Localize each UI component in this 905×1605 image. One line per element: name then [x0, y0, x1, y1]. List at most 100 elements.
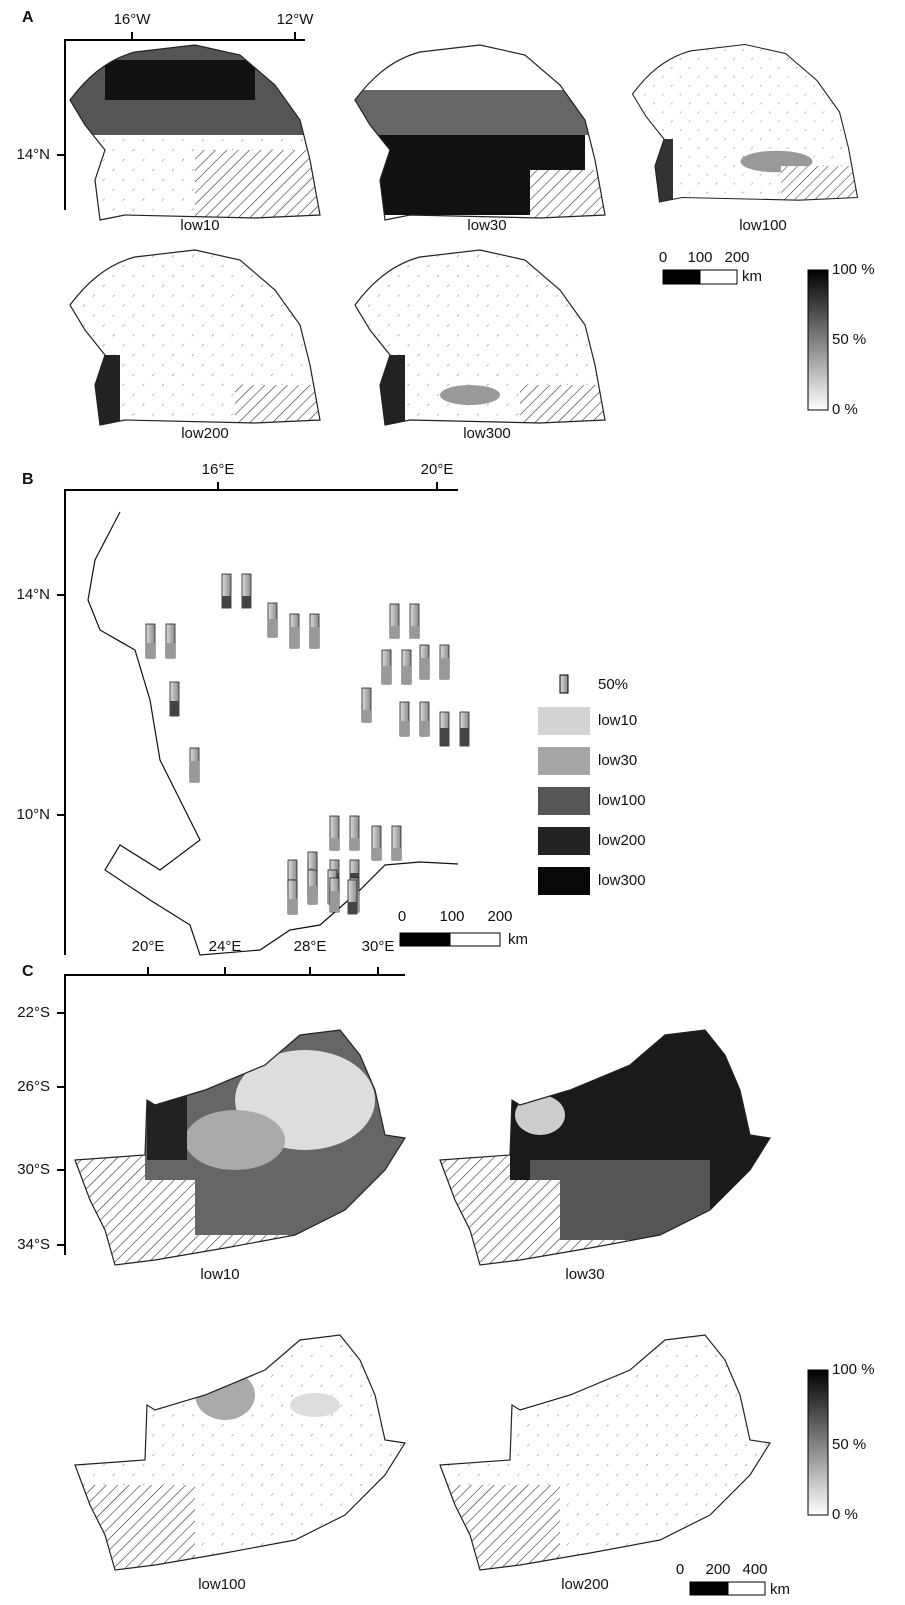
site-glyphs — [145, 573, 470, 915]
site-bar-fill — [170, 701, 179, 716]
site-bar-fill — [222, 596, 231, 608]
scale-label: 200 — [487, 908, 512, 925]
site-bar-fill — [190, 761, 199, 782]
coastline — [87, 511, 459, 956]
site-bar-fill — [392, 848, 401, 860]
site-bar-fill — [348, 902, 357, 914]
map — [354, 249, 606, 426]
colorbar-label: 100 % — [832, 1361, 875, 1378]
x-tick-label: 16°E — [202, 461, 235, 478]
map — [69, 249, 321, 426]
y-tick-label: 26°S — [17, 1078, 50, 1095]
scale-label: 0 — [659, 249, 667, 266]
scale-bar — [699, 269, 738, 285]
site-bar-fill — [362, 710, 371, 722]
scale-bar — [449, 932, 501, 947]
site-bar-fill — [290, 627, 299, 648]
map-label: low100 — [198, 1576, 246, 1593]
legend-label: low100 — [598, 792, 646, 809]
site-bar-fill — [460, 728, 469, 746]
y-tick-label: 22°S — [17, 1004, 50, 1021]
axis — [57, 482, 458, 955]
site-bar-fill — [350, 838, 359, 850]
site-bar-fill — [410, 626, 419, 638]
colorbar — [807, 1369, 829, 1516]
site-bar-fill — [390, 626, 399, 638]
map-label: low30 — [565, 1266, 604, 1283]
colorbar-label: 100 % — [832, 261, 875, 278]
axis — [57, 32, 305, 210]
legend-label: low300 — [598, 872, 646, 889]
legend-swatch — [538, 787, 590, 815]
scale-bar — [399, 932, 451, 947]
map-label: low300 — [463, 425, 511, 442]
y-tick-label: 34°S — [17, 1236, 50, 1253]
scale-bar — [662, 269, 701, 285]
map-label: low200 — [561, 1576, 609, 1593]
site-bar-fill — [242, 596, 251, 608]
panel-label: B — [22, 471, 34, 488]
scale-unit: km — [742, 268, 762, 285]
scale-label: 0 — [676, 1561, 684, 1578]
y-tick-label: 14°N — [16, 146, 50, 163]
x-tick-label: 16°W — [114, 11, 152, 28]
scale-label: 400 — [742, 1561, 767, 1578]
y-tick-label: 10°N — [16, 806, 50, 823]
map-label: low200 — [181, 425, 229, 442]
map — [439, 1334, 771, 1571]
scale-label: 200 — [724, 249, 749, 266]
map — [74, 1029, 406, 1266]
site-bar-fill — [400, 721, 409, 736]
site-bar-fill — [330, 838, 339, 850]
scale-label: 200 — [705, 1561, 730, 1578]
scale-label: 100 — [439, 908, 464, 925]
colorbar — [807, 269, 829, 411]
y-tick-label: 30°S — [17, 1161, 50, 1178]
colorbar-label: 50 % — [832, 1436, 866, 1453]
y-tick-label: 14°N — [16, 586, 50, 603]
map-label: low100 — [739, 217, 787, 234]
map — [74, 1334, 406, 1571]
axis — [57, 967, 405, 1255]
map — [631, 43, 859, 203]
x-tick-label: 28°E — [294, 938, 327, 955]
panel-label: C — [22, 963, 34, 980]
x-tick-label: 30°E — [362, 938, 395, 955]
x-tick-label: 24°E — [209, 938, 242, 955]
colorbar-label: 0 % — [832, 401, 858, 418]
x-tick-label: 20°E — [132, 938, 165, 955]
scale-bar — [689, 1581, 729, 1596]
map-label: low10 — [200, 1266, 239, 1283]
legend-swatch — [538, 867, 590, 895]
scale-label: 0 — [398, 908, 406, 925]
site-bar-fill — [330, 891, 339, 912]
site-bar-fill — [310, 627, 319, 648]
site-bar-fill — [288, 899, 297, 914]
site-bar-fill — [440, 658, 449, 679]
site-bar-fill — [420, 658, 429, 679]
scale-label: 100 — [687, 249, 712, 266]
site-bar-fill — [166, 643, 175, 658]
legend-glyph — [559, 674, 569, 694]
legend-swatch — [538, 707, 590, 735]
legend-swatch — [538, 747, 590, 775]
legend-label: 50% — [598, 676, 628, 693]
site-bar-fill — [372, 848, 381, 860]
scale-unit: km — [770, 1581, 790, 1598]
x-tick-label: 20°E — [421, 461, 454, 478]
map-label: low10 — [180, 217, 219, 234]
map — [439, 1029, 771, 1266]
scale-unit: km — [508, 931, 528, 948]
site-bar-fill — [420, 721, 429, 736]
legend-label: low10 — [598, 712, 637, 729]
map — [354, 44, 606, 221]
site-bar-fill — [146, 643, 155, 658]
site-bar-fill — [268, 619, 277, 637]
panel-label: A — [22, 9, 34, 26]
site-bar-fill — [308, 886, 317, 904]
site-bar-fill — [382, 666, 391, 684]
map-label: low30 — [467, 217, 506, 234]
colorbar-label: 0 % — [832, 1506, 858, 1523]
site-bar-fill — [440, 728, 449, 746]
